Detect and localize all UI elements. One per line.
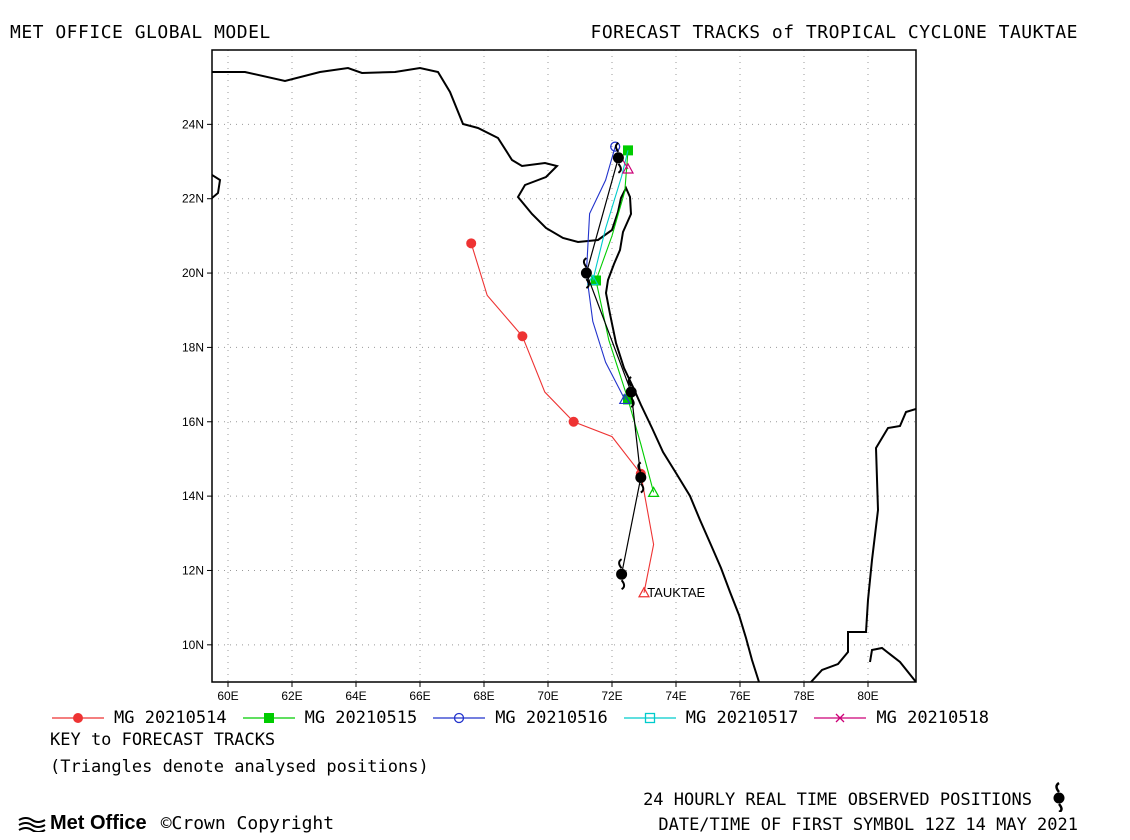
y-tick-label: 12N	[182, 563, 204, 577]
cyclone-symbol-icon	[580, 257, 592, 289]
x-tick-label: 60E	[217, 689, 238, 703]
legend-marker	[263, 713, 274, 723]
x-tick-label: 76E	[729, 689, 750, 703]
legend-marker	[73, 713, 83, 723]
y-tick-label: 24N	[182, 117, 204, 131]
legend-swatch	[814, 713, 867, 723]
forecast-track-line	[470, 243, 655, 593]
legend-marker	[454, 712, 465, 724]
legend-item: MG 20210514	[50, 708, 227, 728]
legend-swatch	[242, 713, 295, 723]
key-title: KEY to FORECAST TRACKS	[50, 730, 276, 750]
first-symbol-datetime: DATE/TIME OF FIRST SYMBOL 12Z 14 MAY 202…	[658, 815, 1078, 835]
forecast-track	[466, 238, 655, 598]
legend-label: MG 20210516	[495, 708, 608, 728]
forecast-track-line	[595, 150, 655, 493]
observed-positions-label: 24 HOURLY REAL TIME OBSERVED POSITIONS	[643, 790, 1032, 810]
analysed-position-triangle	[586, 274, 599, 286]
legend-item: MG 20210518	[812, 708, 989, 728]
x-tick-label: 68E	[473, 689, 494, 703]
forecast-marker	[568, 416, 579, 427]
y-tick-label: 22N	[182, 192, 204, 206]
observed-track-line	[585, 157, 642, 575]
legend-marker	[644, 712, 655, 724]
map-grid	[207, 50, 916, 687]
met-office-logo-text: Met Office	[50, 812, 147, 834]
legend-swatch	[623, 712, 676, 724]
storm-name-label: TAUKTAE	[647, 585, 705, 600]
legend-item: MG 20210515	[241, 708, 418, 728]
cyclone-symbol-icon	[612, 141, 624, 174]
legend-label: MG 20210515	[304, 708, 418, 728]
y-tick-label: 10N	[182, 638, 204, 652]
forecast-marker	[466, 238, 477, 249]
cyclone-symbol-icon	[625, 376, 637, 408]
forecast-track	[591, 145, 660, 497]
footer: Met Office ©Crown Copyright	[18, 812, 334, 835]
legend-label: MG 20210518	[876, 708, 989, 728]
coastline	[212, 66, 916, 682]
x-tick-label: 78E	[793, 689, 814, 703]
analysed-position-triangle	[618, 393, 631, 405]
analysed-position-triangle	[621, 162, 635, 174]
legend-swatch	[433, 712, 486, 724]
x-tick-label: 72E	[601, 689, 622, 703]
x-tick-label: 70E	[537, 689, 558, 703]
x-tick-label: 80E	[857, 689, 878, 703]
chart-title-left: MET OFFICE GLOBAL MODEL	[10, 22, 271, 43]
analysed-position-triangle	[647, 486, 660, 497]
y-tick-label: 18N	[182, 340, 204, 354]
observed-positions	[580, 141, 647, 591]
y-tick-label: 16N	[182, 415, 204, 429]
met-office-waves-icon	[18, 816, 46, 832]
forecast-marker	[610, 141, 621, 152]
forecast-tracks	[466, 141, 660, 598]
chart-title-right: FORECAST TRACKS of TROPICAL CYCLONE TAUK…	[590, 22, 1078, 43]
legend-label: MG 20210517	[685, 708, 799, 728]
x-tick-label: 64E	[345, 689, 366, 703]
x-tick-label: 74E	[665, 689, 686, 703]
y-tick-label: 20N	[182, 266, 204, 280]
cyclone-symbol-icon	[616, 558, 628, 591]
legend-item: MG 20210516	[431, 708, 608, 728]
met-office-logo: Met Office	[18, 812, 147, 835]
cyclone-symbol-icon	[635, 461, 647, 494]
legend-item: MG 20210517	[622, 708, 799, 728]
legend-marker	[835, 713, 845, 723]
cyclone-symbol-icon	[1053, 782, 1065, 812]
plot-frame	[211, 49, 917, 683]
forecast-marker	[517, 331, 528, 342]
forecast-track-line	[592, 150, 629, 281]
legend-label: MG 20210514	[114, 708, 227, 728]
x-tick-label: 66E	[409, 689, 430, 703]
x-tick-label: 62E	[281, 689, 302, 703]
analysed-position-triangle	[637, 586, 651, 598]
y-tick-label: 14N	[182, 489, 204, 503]
track-legend: MG 20210514 MG 20210515 MG 20210516 MG 2021…	[50, 708, 989, 728]
legend-swatch	[52, 713, 104, 723]
key-note: (Triangles denote analysed positions)	[50, 757, 429, 777]
copyright-text: ©Crown Copyright	[160, 813, 335, 834]
